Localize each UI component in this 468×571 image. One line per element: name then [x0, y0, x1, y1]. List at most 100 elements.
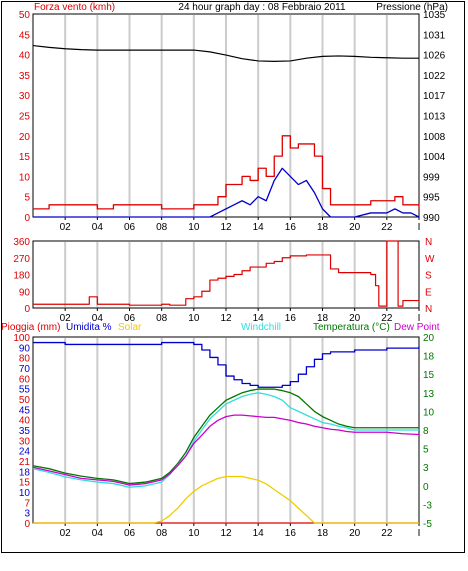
compass-label: W: [425, 254, 435, 265]
legend-temperatura: Temperatura (°C): [313, 322, 390, 333]
left-y-tick-label: 100: [13, 333, 30, 344]
x-tick-label: 06: [124, 222, 136, 233]
x-tick-label: 12: [220, 313, 232, 324]
left-y-tick-label: 7: [24, 498, 30, 509]
wind-y-tick-label: 50: [19, 10, 31, 21]
x-tick-label: 16: [285, 528, 297, 539]
wind-y-tick-label: 30: [19, 91, 31, 102]
x-tick-label: 02: [60, 313, 72, 324]
compass-label: N: [425, 304, 432, 315]
x-tick-label: 08: [156, 313, 168, 324]
compass-label: E: [425, 287, 432, 298]
x-tick-label: 10: [188, 222, 200, 233]
wind-title: Forza vento (kmh): [34, 2, 115, 13]
left-y-tick-label: 24: [19, 447, 31, 458]
direction-y-tick-label: 270: [13, 254, 30, 265]
solar-line: [33, 475, 419, 524]
temperature-y-tick-label: 3: [423, 463, 429, 474]
x-tick-label: I: [418, 222, 421, 233]
pressure-y-tick-label: 1004: [423, 152, 446, 163]
pressure-y-tick-label: 1008: [423, 132, 446, 143]
pressure-y-tick-label: 1031: [423, 30, 446, 41]
pressure-y-tick-label: 1026: [423, 51, 446, 62]
pressure-y-tick-label: 995: [423, 193, 440, 204]
x-tick-label: 16: [285, 313, 297, 324]
left-y-tick-label: 35: [19, 426, 31, 437]
temperature-y-tick-label: 13: [423, 389, 435, 400]
wind-y-tick-label: 45: [19, 30, 31, 41]
x-tick-label: 22: [381, 313, 393, 324]
direction-y-tick-label: 90: [19, 287, 31, 298]
pressure-y-tick-label: 999: [423, 172, 440, 183]
temperatura-c-line: [32, 388, 419, 485]
x-tick-label: 08: [156, 222, 168, 233]
temperature-y-tick-label: 5: [423, 445, 429, 456]
x-tick-label: 04: [92, 222, 104, 233]
left-y-tick-label: 90: [19, 343, 31, 354]
wind-speed-line: [33, 135, 420, 210]
x-tick-label: 20: [349, 528, 361, 539]
left-y-tick-label: 55: [19, 385, 31, 396]
x-tick-label: 08: [156, 528, 168, 539]
wind-y-tick-label: 5: [24, 193, 30, 204]
direction-y-tick-label: 0: [24, 304, 30, 315]
x-tick-label: 12: [220, 528, 232, 539]
left-y-tick-label: 10: [19, 488, 31, 499]
pressure-line: [32, 44, 419, 62]
x-tick-label: 20: [349, 222, 361, 233]
wind-direction-line: [33, 240, 419, 307]
x-tick-label: 20: [349, 313, 361, 324]
direction-y-tick-label: 360: [13, 237, 30, 248]
left-y-tick-label: 0: [24, 519, 30, 530]
wind-y-tick-label: 25: [19, 112, 31, 123]
temperature-y-tick-label: 8: [423, 426, 429, 437]
pressure-y-tick-label: 1022: [423, 71, 446, 82]
x-tick-label: 06: [124, 313, 136, 324]
legend-pioggia: Pioggia (mm): [1, 322, 60, 333]
x-tick-label: 18: [317, 313, 329, 324]
pressure-y-tick-label: 1035: [423, 10, 446, 21]
wind-y-tick-label: 35: [19, 71, 31, 82]
left-y-tick-label: 30: [19, 436, 31, 447]
pressure-y-tick-label: 1013: [423, 112, 446, 123]
wind-y-tick-label: 20: [19, 132, 31, 143]
x-tick-label: 10: [188, 528, 200, 539]
x-tick-label: 14: [253, 528, 265, 539]
temperature-y-tick-label: 10: [423, 407, 435, 418]
legend-windchill: Windchill: [241, 322, 281, 333]
x-tick-label: I: [418, 528, 421, 539]
x-tick-label: 04: [92, 313, 104, 324]
legend-umidita: Umidita %: [66, 322, 112, 333]
wind-y-tick-label: 10: [19, 172, 31, 183]
left-y-tick-label: 18: [19, 467, 31, 478]
temperature-y-tick-label: 0: [423, 482, 429, 493]
x-tick-label: 06: [124, 528, 136, 539]
wind-gust-line: [33, 167, 420, 218]
x-tick-label: 02: [60, 222, 72, 233]
left-y-tick-label: 50: [19, 395, 31, 406]
dew-point-line: [32, 414, 420, 486]
x-tick-label: I: [418, 313, 421, 324]
temperature-y-tick-label: 15: [423, 370, 435, 381]
windchill-line: [32, 392, 419, 488]
pressure-y-tick-label: 1017: [423, 91, 446, 102]
x-tick-label: 14: [253, 222, 265, 233]
legend-dew-point: Dew Point: [394, 322, 440, 333]
temperature-y-tick-label: -3: [423, 500, 432, 511]
temperature-y-tick-label: -5: [423, 519, 432, 530]
compass-label: N: [425, 237, 432, 248]
x-tick-label: 22: [381, 528, 393, 539]
x-tick-label: 04: [92, 528, 104, 539]
left-y-tick-label: 60: [19, 374, 31, 385]
left-y-tick-label: 15: [19, 478, 31, 489]
x-tick-label: 16: [285, 222, 297, 233]
x-tick-label: 18: [317, 222, 329, 233]
left-y-tick-label: 40: [19, 416, 31, 427]
wind-y-tick-label: 0: [24, 213, 30, 224]
left-y-tick-label: 80: [19, 354, 31, 365]
compass-label: S: [425, 271, 432, 282]
pressure-title: Pressione (hPa): [376, 2, 448, 13]
left-y-tick-label: 21: [19, 457, 31, 468]
